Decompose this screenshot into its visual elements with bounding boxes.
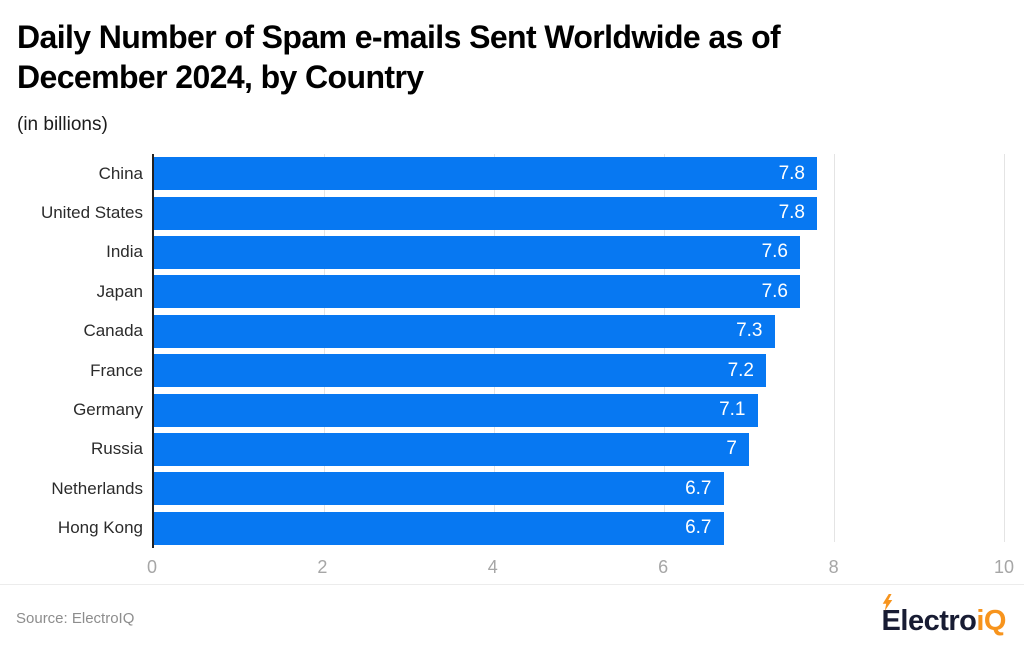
- bar-value-label: 7.3: [736, 320, 763, 342]
- gridline: [1004, 154, 1005, 542]
- bar: 7.2: [154, 354, 766, 388]
- bar-row: 6.7: [154, 509, 1004, 548]
- x-axis-ticks: 0 2 4 6 8 10: [147, 548, 1014, 579]
- gridline: [664, 154, 665, 542]
- gridlines: [154, 154, 1005, 548]
- lightning-bolt-icon: [882, 593, 892, 611]
- bar-row: 7.1: [154, 390, 1004, 429]
- bar-row: 7.8: [154, 193, 1004, 232]
- footer: Source: ElectroIQ ElectroiQ: [0, 584, 1024, 651]
- bar-value-label: 7: [726, 438, 737, 460]
- bar: 6.7: [154, 511, 724, 545]
- y-axis-label: France: [90, 360, 143, 380]
- bar-row: 7.8: [154, 154, 1004, 193]
- bar-value-label: 6.7: [685, 517, 712, 539]
- bar-rows: 7.8 7.8 7.6 7.6 7.3 7.2 7.1 7: [154, 154, 1004, 548]
- x-tick-label: 10: [993, 556, 1015, 577]
- bar-value-label: 7.8: [778, 202, 805, 224]
- bar: 6.7: [154, 472, 724, 506]
- y-axis-label: United States: [40, 203, 143, 223]
- y-axis-label: Hong Kong: [57, 518, 143, 538]
- bar: 7.8: [154, 196, 817, 230]
- y-axis-label: Russia: [91, 439, 143, 459]
- bar-value-label: 7.6: [761, 280, 788, 302]
- bar: 7: [154, 432, 749, 466]
- source-text: Source: ElectroIQ: [16, 609, 135, 627]
- y-axis-label: India: [106, 242, 143, 262]
- bar-value-label: 7.8: [778, 162, 805, 184]
- bar-row: 7.2: [154, 351, 1004, 390]
- bar-row: 7: [154, 430, 1004, 469]
- bar-chart: China United States India Japan Canada F…: [0, 154, 1014, 579]
- bar-value-label: 7.1: [719, 399, 746, 421]
- x-tick-label: 0: [146, 556, 158, 577]
- x-tick-label: 8: [828, 556, 839, 577]
- bar-value-label: 6.7: [685, 477, 712, 499]
- bar-row: 7.3: [154, 312, 1004, 351]
- x-axis-spacer: [0, 548, 152, 579]
- x-tick-label: 4: [487, 556, 498, 577]
- bar: 7.8: [154, 157, 817, 191]
- bar: 7.1: [154, 393, 758, 427]
- x-tick-label: 2: [317, 556, 328, 577]
- header: Daily Number of Spam e-mails Sent Worldw…: [0, 0, 1024, 136]
- y-axis-labels: China United States India Japan Canada F…: [0, 154, 152, 548]
- bar: 7.6: [154, 275, 800, 309]
- gridline: [834, 154, 835, 542]
- logo-text-electro: Electro: [881, 604, 977, 637]
- bar-row: 6.7: [154, 469, 1004, 508]
- x-tick-label: 6: [658, 556, 669, 577]
- bar: 7.6: [154, 235, 800, 269]
- bar-row: 7.6: [154, 233, 1004, 272]
- bar-value-label: 7.2: [727, 359, 754, 381]
- plot-grid: China United States India Japan Canada F…: [0, 154, 1005, 548]
- chart-subtitle: (in billions): [17, 114, 108, 135]
- electroiq-logo: ElectroiQ: [881, 593, 1006, 637]
- gridline: [494, 154, 495, 542]
- y-axis-label: Japan: [96, 281, 143, 301]
- y-axis-label: Netherlands: [51, 478, 143, 498]
- chart-title: Daily Number of Spam e-mails Sent Worldw…: [17, 19, 781, 95]
- logo-text-iq: iQ: [976, 604, 1006, 637]
- bar: 7.3: [154, 314, 775, 348]
- bar-row: 7.6: [154, 272, 1004, 311]
- y-axis-label: Canada: [83, 321, 143, 341]
- y-axis-label: Germany: [73, 400, 143, 420]
- y-axis-label: China: [98, 163, 143, 183]
- plot-area: 7.8 7.8 7.6 7.6 7.3 7.2 7.1 7: [152, 154, 1005, 548]
- x-axis: 0 2 4 6 8 10: [0, 548, 1014, 579]
- bar-value-label: 7.6: [761, 241, 788, 263]
- gridline: [324, 154, 325, 542]
